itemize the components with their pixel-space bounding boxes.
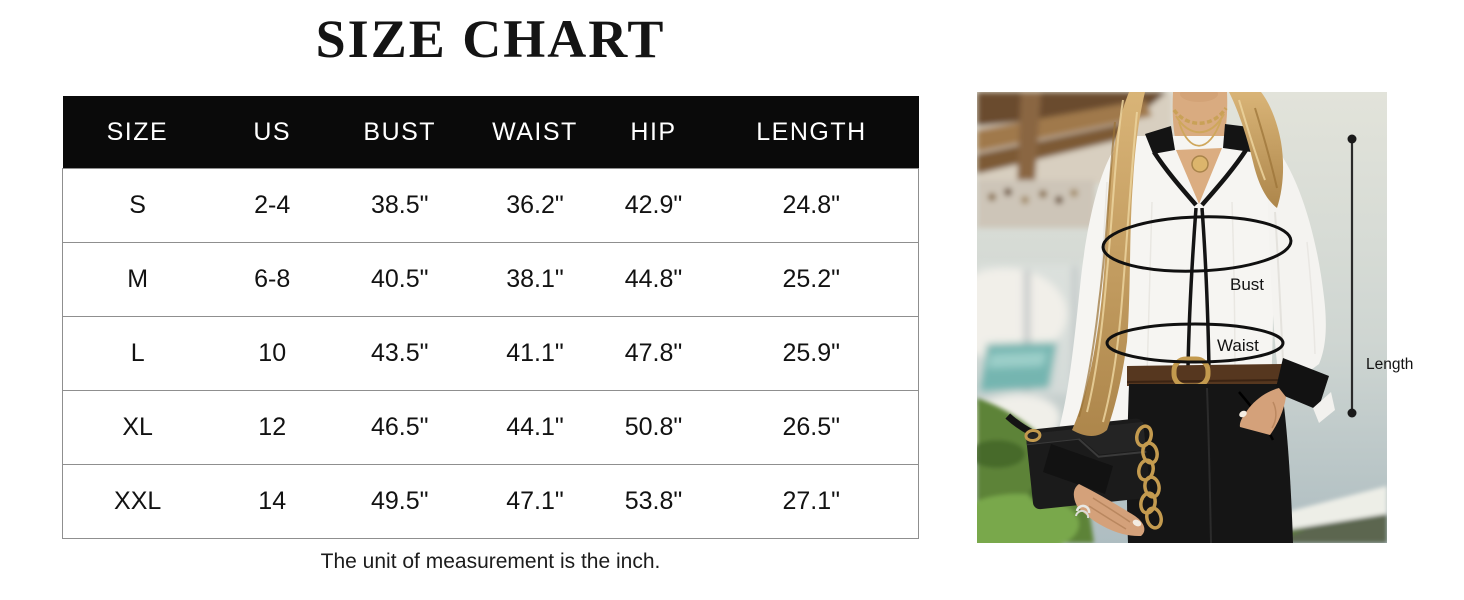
cell-size: S	[62, 168, 213, 243]
column-header-bust: BUST	[332, 96, 468, 169]
cell-hip: 47.8"	[602, 316, 705, 391]
cell-hip: 42.9"	[602, 168, 705, 243]
waist-measure-line	[1105, 322, 1285, 364]
neckline-piping	[1152, 148, 1248, 369]
cell-waist: 36.2"	[467, 168, 603, 243]
table-row: XL 12 46.5" 44.1" 50.8" 26.5"	[62, 390, 920, 465]
cell-hip: 53.8"	[602, 464, 705, 539]
unit-note: The unit of measurement is the inch.	[320, 550, 661, 573]
cell-size: XL	[62, 390, 213, 465]
cell-waist: 44.1"	[467, 390, 603, 465]
model-chin	[1180, 92, 1218, 102]
column-header-size: SIZE	[62, 96, 213, 169]
model-photo: Bust Waist Length	[977, 92, 1413, 543]
pendant	[1191, 155, 1209, 173]
cell-length: 25.9"	[704, 316, 920, 391]
cell-length: 26.5"	[704, 390, 920, 465]
cuff-left	[1043, 444, 1113, 494]
page-title: SIZE CHART	[315, 9, 666, 69]
cell-hip: 50.8"	[602, 390, 705, 465]
cell-bust: 43.5"	[332, 316, 468, 391]
length-measure-line	[1347, 134, 1357, 418]
table-row: XXL 14 49.5" 47.1" 53.8" 27.1"	[62, 464, 920, 539]
table-header-row: SIZE US BUST WAIST HIP LENGTH	[62, 96, 919, 169]
cell-size: XXL	[62, 464, 213, 539]
cell-hip: 44.8"	[602, 242, 705, 317]
ring	[1075, 504, 1091, 514]
model-hair	[1072, 92, 1284, 436]
fingernail	[1239, 410, 1247, 418]
bag-clasp	[1024, 428, 1042, 443]
size-table: SIZE US BUST WAIST HIP LENGTH S 2-4 38.5…	[62, 96, 920, 539]
cell-us: 10	[212, 316, 333, 391]
cell-waist: 38.1"	[467, 242, 603, 317]
cell-us: 6-8	[212, 242, 333, 317]
hand-left	[1073, 484, 1145, 537]
necklace	[1172, 106, 1228, 173]
column-header-length: LENGTH	[704, 96, 919, 169]
cell-size: L	[62, 316, 213, 391]
model-neck	[1172, 92, 1228, 148]
cell-bust: 49.5"	[332, 464, 468, 539]
cell-length: 27.1"	[704, 464, 920, 539]
length-label: Length	[1366, 356, 1413, 373]
model	[1005, 92, 1335, 543]
waist-label: Waist	[1217, 336, 1259, 355]
column-header-us: US	[212, 96, 333, 169]
bust-measure-line	[1101, 215, 1293, 273]
cuff-right	[1275, 358, 1329, 410]
fingernail	[1132, 519, 1142, 527]
cell-us: 14	[212, 464, 333, 539]
cell-us: 12	[212, 390, 333, 465]
cell-us: 2-4	[212, 168, 333, 243]
cell-bust: 46.5"	[332, 390, 468, 465]
cell-waist: 41.1"	[467, 316, 603, 391]
model-chest	[1176, 148, 1222, 204]
cell-length: 24.8"	[704, 168, 920, 243]
table-row: M 6-8 40.5" 38.1" 44.8" 25.2"	[62, 242, 920, 317]
collar-left	[1145, 126, 1175, 154]
cell-waist: 47.1"	[467, 464, 603, 539]
column-header-hip: HIP	[602, 96, 705, 169]
cell-bust: 38.5"	[332, 168, 468, 243]
cell-bust: 40.5"	[332, 242, 468, 317]
wood-pergola	[977, 92, 1172, 228]
cell-length: 25.2"	[704, 242, 920, 317]
bust-label: Bust	[1230, 275, 1264, 294]
column-header-waist: WAIST	[467, 96, 603, 169]
table-row: L 10 43.5" 41.1" 47.8" 25.9"	[62, 316, 920, 391]
bag-chain	[1135, 424, 1163, 530]
cell-size: M	[62, 242, 213, 317]
table-row: S 2-4 38.5" 36.2" 42.9" 24.8"	[62, 168, 920, 243]
